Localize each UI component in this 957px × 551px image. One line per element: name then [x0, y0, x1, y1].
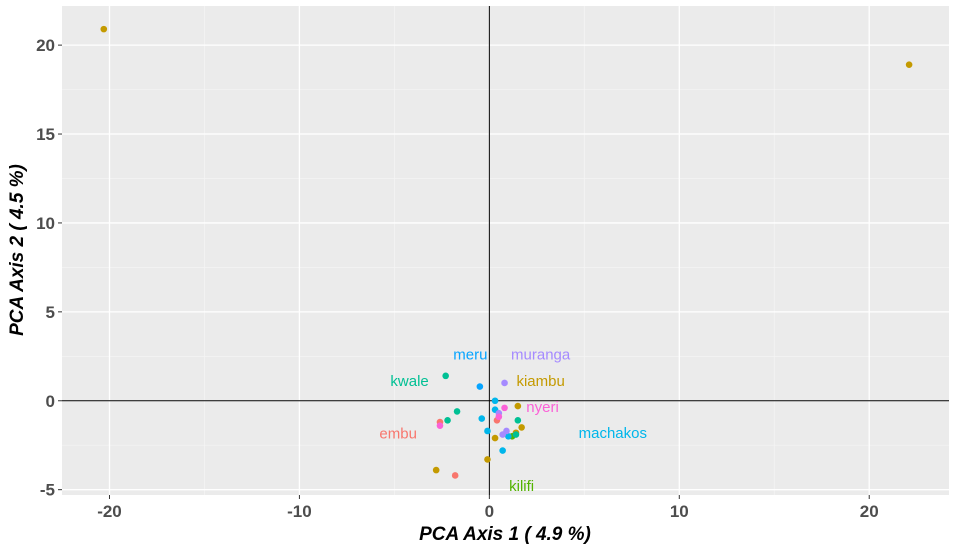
data-points	[100, 25, 913, 479]
y-tick-label: 10	[36, 214, 55, 233]
data-point-meru	[476, 383, 484, 390]
data-point-nyeri	[436, 422, 444, 429]
data-point-kiambu	[100, 25, 108, 33]
data-point-machakos	[505, 433, 512, 440]
data-point-kiambu	[484, 456, 491, 463]
data-point-kiambu	[432, 466, 440, 474]
y-axis: -5 0 5 10 15 20	[36, 36, 62, 500]
group-labels: embu kiambu kilifi kwale machakos meru muranga…	[379, 347, 647, 496]
data-point-machakos	[478, 415, 486, 422]
data-point-kwale	[444, 417, 451, 424]
x-tick-label: -20	[97, 502, 122, 521]
group-label-muranga: muranga	[511, 347, 571, 364]
x-tick-label: -10	[287, 502, 312, 521]
data-point-machakos	[491, 397, 499, 405]
y-tick-label: 20	[36, 36, 55, 55]
data-point-kiambu	[518, 424, 525, 431]
group-label-kilifi: kilifi	[509, 478, 534, 495]
x-axis-title: PCA Axis 1 ( 4.9 %)	[419, 524, 591, 545]
reference-lines	[62, 6, 949, 495]
data-point-kwale	[453, 408, 461, 415]
y-tick-label: 0	[46, 392, 55, 411]
minor-gridlines	[62, 6, 949, 495]
data-point-muranga	[499, 431, 506, 438]
data-point-kwale	[442, 372, 449, 380]
x-tick-label: 0	[485, 502, 494, 521]
x-tick-label: 20	[860, 502, 879, 521]
group-label-embu: embu	[379, 426, 417, 443]
data-point-machakos	[499, 447, 506, 454]
data-point-kiambu	[491, 434, 499, 442]
plot-panel	[62, 6, 949, 495]
data-point-nyeri	[495, 413, 503, 421]
group-label-meru: meru	[453, 347, 487, 364]
data-point-kwale	[514, 417, 522, 424]
y-axis-title: PCA Axis 2 ( 4.5 %)	[7, 164, 28, 336]
data-point-nyeri	[501, 404, 508, 412]
data-point-muranga	[501, 379, 508, 387]
data-point-embu	[451, 472, 459, 479]
group-label-kiambu: kiambu	[516, 373, 564, 390]
data-point-kwale	[512, 431, 520, 438]
group-label-nyeri: nyeri	[526, 399, 559, 416]
x-tick-label: 10	[670, 502, 689, 521]
y-tick-label: -5	[40, 481, 55, 500]
data-point-machakos	[484, 427, 491, 435]
x-axis: -20 -10 0 10 20	[97, 495, 879, 521]
y-tick-label: 5	[46, 303, 55, 322]
group-label-kwale: kwale	[390, 373, 428, 390]
group-label-machakos: machakos	[579, 425, 647, 442]
y-tick-label: 15	[36, 125, 55, 144]
data-point-kiambu	[905, 61, 913, 68]
data-point-kiambu	[514, 402, 522, 410]
